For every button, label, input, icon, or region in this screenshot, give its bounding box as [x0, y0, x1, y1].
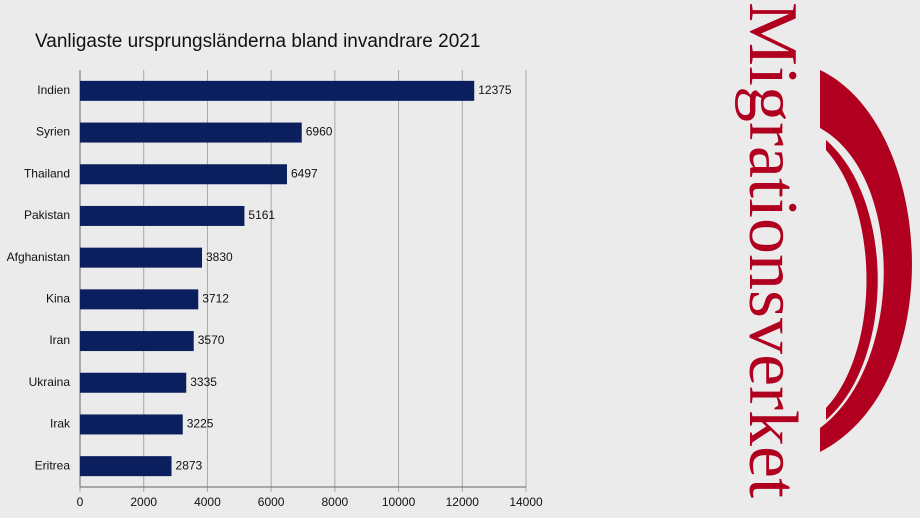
x-tick-label: 6000 — [258, 495, 285, 509]
y-tick-label: Iran — [49, 333, 70, 347]
x-tick-label: 10000 — [382, 495, 416, 509]
bar — [80, 205, 245, 226]
bar — [80, 414, 183, 435]
y-tick-label: Indien — [37, 83, 70, 97]
value-label: 3335 — [190, 375, 217, 389]
bar — [80, 456, 172, 477]
y-tick-label: Kina — [46, 292, 70, 306]
logo-arc-inner — [826, 140, 878, 420]
y-tick-label: Afghanistan — [7, 250, 70, 264]
chart-title: Vanligaste ursprungsländerna bland invan… — [35, 31, 480, 52]
logo-text: Migrationsverket — [734, 2, 811, 499]
x-tick-label: 12000 — [446, 495, 480, 509]
y-tick-label: Syrien — [36, 125, 70, 139]
x-tick-label: 8000 — [322, 495, 349, 509]
x-tick-label: 14000 — [509, 495, 543, 509]
logo-arc — [820, 70, 912, 452]
value-label: 3712 — [202, 292, 229, 306]
y-tick-label: Eritrea — [35, 458, 71, 472]
bar — [80, 164, 287, 185]
value-label: 12375 — [478, 83, 512, 97]
value-label: 3225 — [187, 417, 214, 431]
y-tick-label: Ukraina — [29, 375, 71, 389]
bar — [80, 289, 199, 310]
bar — [80, 372, 187, 393]
x-tick-label: 2000 — [130, 495, 157, 509]
plot: 0 2000 4000 6000 8000 10000 12000 14000 Indien 12… — [7, 70, 543, 509]
x-tick-label: 4000 — [194, 495, 221, 509]
bar — [80, 247, 203, 268]
y-tick-label: Thailand — [24, 166, 70, 180]
value-label: 3830 — [206, 250, 233, 264]
bar — [80, 331, 194, 352]
value-label: 6960 — [306, 125, 333, 139]
value-label: 6497 — [291, 166, 318, 180]
value-label: 5161 — [248, 208, 275, 222]
value-label: 3570 — [198, 333, 225, 347]
value-label: 2873 — [176, 458, 203, 472]
bar — [80, 122, 302, 143]
bar — [80, 80, 475, 101]
x-tick-label: 0 — [77, 495, 84, 509]
y-tick-label: Irak — [50, 417, 71, 431]
y-tick-label: Pakistan — [24, 208, 70, 222]
